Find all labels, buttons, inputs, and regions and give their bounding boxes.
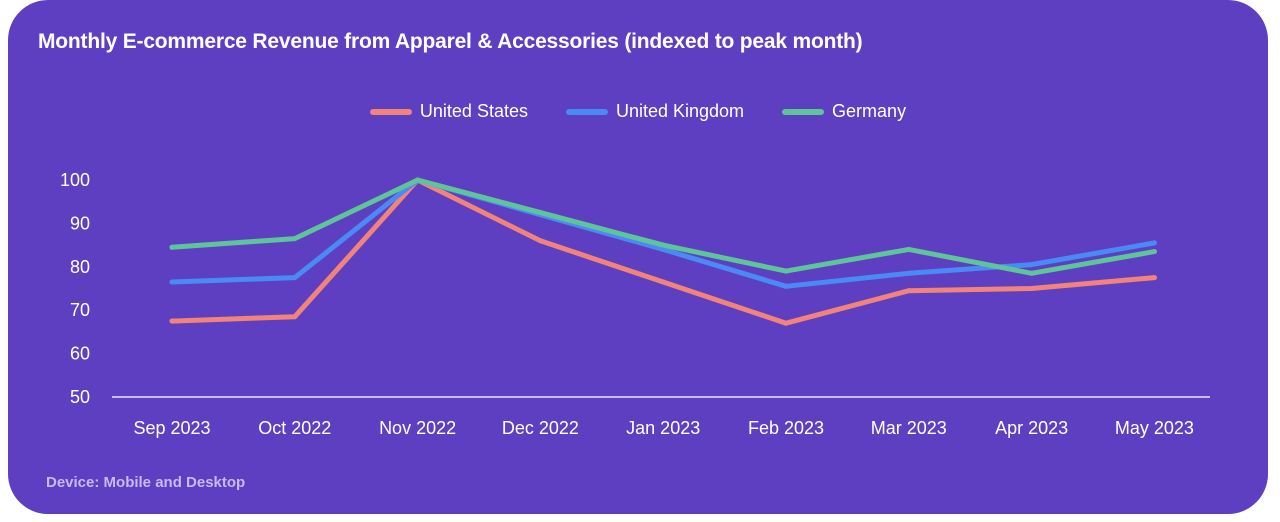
- data-point-united-states-jan-2023[interactable]: [660, 279, 666, 285]
- chart-card: Monthly E-commerce Revenue from Apparel …: [8, 0, 1268, 514]
- y-axis-tick-labels: 50 60 70 80 90 100: [60, 170, 90, 407]
- data-point-united-states-apr-2023[interactable]: [1029, 286, 1035, 291]
- x-tick-label-oct-2022: Oct 2022: [258, 418, 331, 438]
- y-tick-label-90: 90: [70, 213, 90, 233]
- data-point-united-states-sep-2023[interactable]: [169, 318, 175, 324]
- data-point-germany-jan-2023[interactable]: [660, 242, 666, 248]
- x-axis-tick-labels: Sep 2023 Oct 2022 Nov 2022 Dec 2022 Jan 2023…: [133, 418, 1193, 438]
- legend-item-united-states[interactable]: United States: [369, 101, 528, 122]
- x-tick-label-sep-2023: Sep 2023: [133, 418, 210, 438]
- data-point-germany-nov-2022[interactable]: [415, 177, 421, 183]
- x-tick-label-jan-2023: Jan 2023: [626, 418, 700, 438]
- legend-label-united-kingdom: United Kingdom: [615, 101, 745, 121]
- y-tick-label-50: 50: [70, 387, 90, 407]
- data-point-germany-oct-2022[interactable]: [292, 236, 298, 242]
- y-tick-label-70: 70: [70, 300, 90, 320]
- device-footnote: Device: Mobile and Desktop: [46, 474, 246, 491]
- data-point-germany-sep-2023[interactable]: [169, 244, 175, 250]
- data-point-united-kingdom-sep-2023[interactable]: [169, 279, 175, 285]
- data-point-united-states-feb-2023[interactable]: [783, 320, 789, 326]
- legend-swatch-germany: [782, 108, 825, 115]
- data-point-germany-mar-2023[interactable]: [906, 246, 912, 252]
- x-tick-label-apr-2023: Apr 2023: [995, 418, 1068, 438]
- x-tick-label-nov-2022: Nov 2022: [379, 418, 456, 438]
- data-point-germany-feb-2023[interactable]: [783, 268, 789, 274]
- data-point-united-states-dec-2022[interactable]: [537, 238, 543, 244]
- data-point-united-states-may-2023[interactable]: [1151, 275, 1157, 281]
- legend-item-united-kingdom[interactable]: United Kingdom: [565, 101, 745, 122]
- y-tick-label-100: 100: [60, 170, 90, 190]
- data-point-united-states-mar-2023[interactable]: [906, 288, 912, 294]
- data-point-united-kingdom-feb-2023[interactable]: [783, 283, 789, 289]
- data-point-united-states-oct-2022[interactable]: [292, 314, 298, 320]
- chart-title: Monthly E-commerce Revenue from Apparel …: [38, 30, 863, 53]
- legend-swatch-united-kingdom: [565, 108, 608, 115]
- legend-swatch-united-states: [369, 108, 412, 115]
- data-point-united-kingdom-may-2023[interactable]: [1151, 240, 1157, 246]
- legend-label-germany: Germany: [832, 101, 907, 121]
- data-point-united-kingdom-jan-2023[interactable]: [660, 246, 666, 252]
- data-point-germany-dec-2022[interactable]: [537, 210, 543, 216]
- chart-legend: United States United Kingdom Germany: [8, 101, 1268, 122]
- data-point-united-kingdom-apr-2023[interactable]: [1029, 262, 1035, 268]
- y-tick-label-60: 60: [70, 344, 90, 364]
- line-chart-plot: 50 60 70 80 90 100 Sep 2023 Oct 2022 Nov 2022 De…: [60, 170, 1210, 438]
- series-lines: [169, 177, 1157, 326]
- legend-label-united-states: United States: [419, 101, 528, 121]
- data-point-germany-apr-2023[interactable]: [1029, 270, 1035, 276]
- data-point-united-kingdom-mar-2023[interactable]: [906, 270, 912, 276]
- data-point-germany-may-2023[interactable]: [1151, 249, 1157, 255]
- x-tick-label-mar-2023: Mar 2023: [871, 418, 947, 438]
- x-tick-label-feb-2023: Feb 2023: [748, 418, 824, 438]
- legend-item-germany[interactable]: Germany: [782, 101, 906, 122]
- y-tick-label-80: 80: [70, 257, 90, 277]
- x-tick-label-may-2023: May 2023: [1115, 418, 1194, 438]
- x-tick-label-dec-2022: Dec 2022: [502, 418, 579, 438]
- data-point-united-kingdom-oct-2022[interactable]: [292, 275, 298, 281]
